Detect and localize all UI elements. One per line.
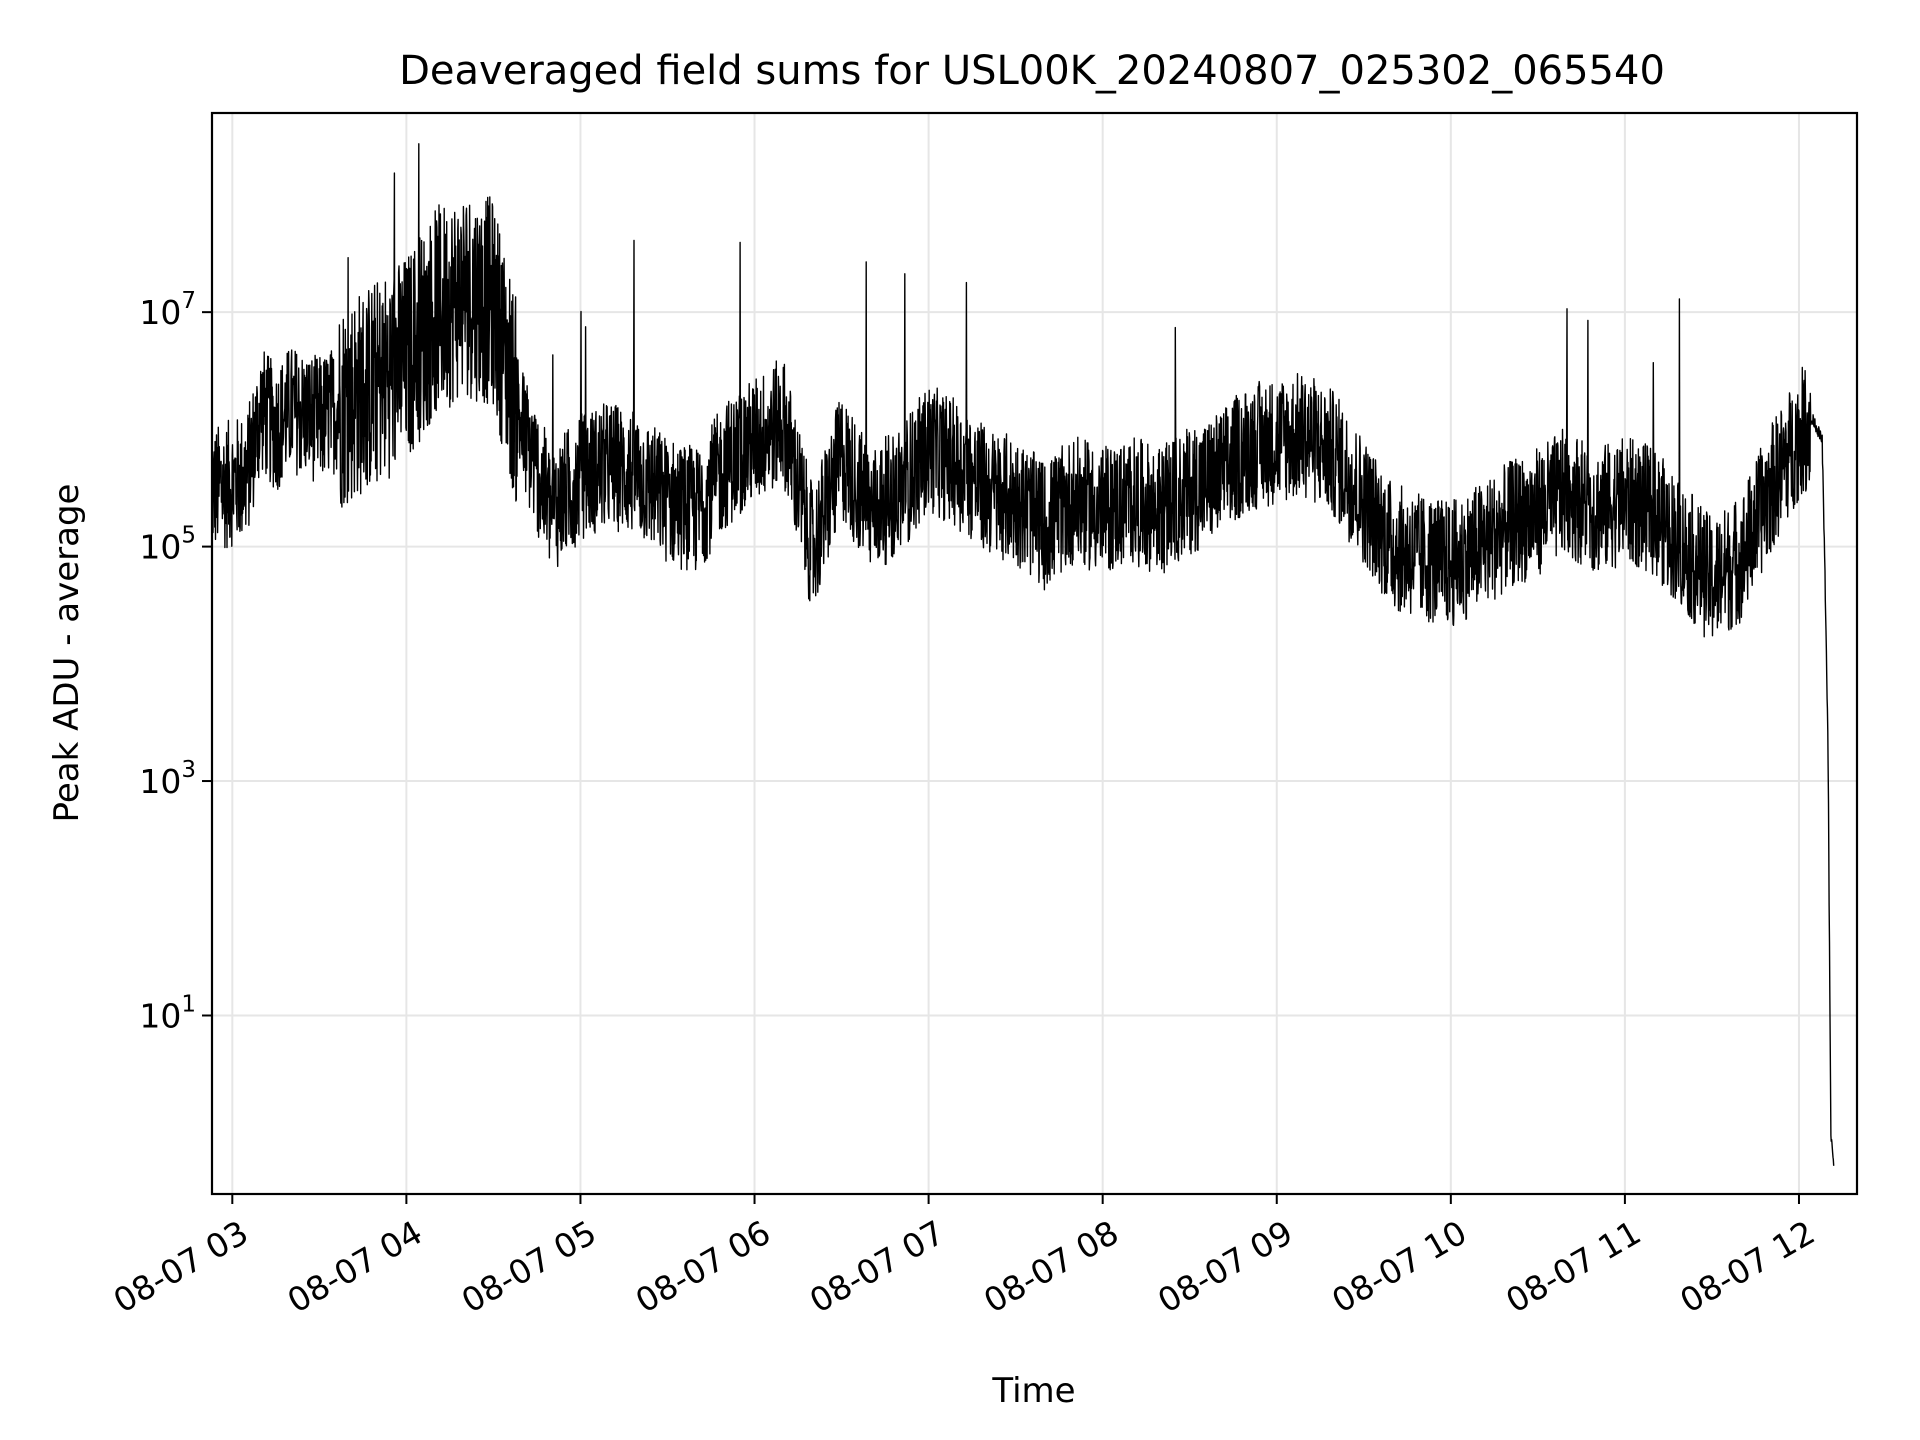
x-tick-label: 08-07 04 — [281, 1213, 429, 1321]
x-tick-label: 08-07 07 — [803, 1213, 951, 1321]
x-tick-label: 08-07 08 — [977, 1213, 1125, 1321]
y-tick-label: 101 — [139, 991, 196, 1035]
x-tick-label: 08-07 10 — [1325, 1213, 1473, 1321]
chart-title: Deaveraged field sums for USL00K_2024080… — [399, 48, 1665, 94]
x-tick-label: 08-07 05 — [455, 1213, 603, 1321]
grid — [212, 113, 1857, 1194]
plot-frame — [210, 111, 1859, 1196]
series-line — [211, 143, 1835, 1166]
x-tick-label: 08-07 09 — [1151, 1213, 1299, 1321]
x-axis-label: Time — [991, 1371, 1075, 1411]
series-layer — [211, 143, 1835, 1166]
y-axis-label: Peak ADU - average — [47, 484, 87, 823]
y-tick-label: 103 — [139, 757, 196, 801]
x-tick-label: 08-07 06 — [629, 1213, 777, 1321]
x-tick-label: 08-07 12 — [1673, 1213, 1821, 1321]
y-tick-label: 107 — [139, 288, 196, 332]
x-tick-label: 08-07 03 — [107, 1213, 255, 1321]
y-tick-label: 105 — [139, 523, 196, 567]
x-tick-label: 08-07 11 — [1499, 1213, 1647, 1321]
